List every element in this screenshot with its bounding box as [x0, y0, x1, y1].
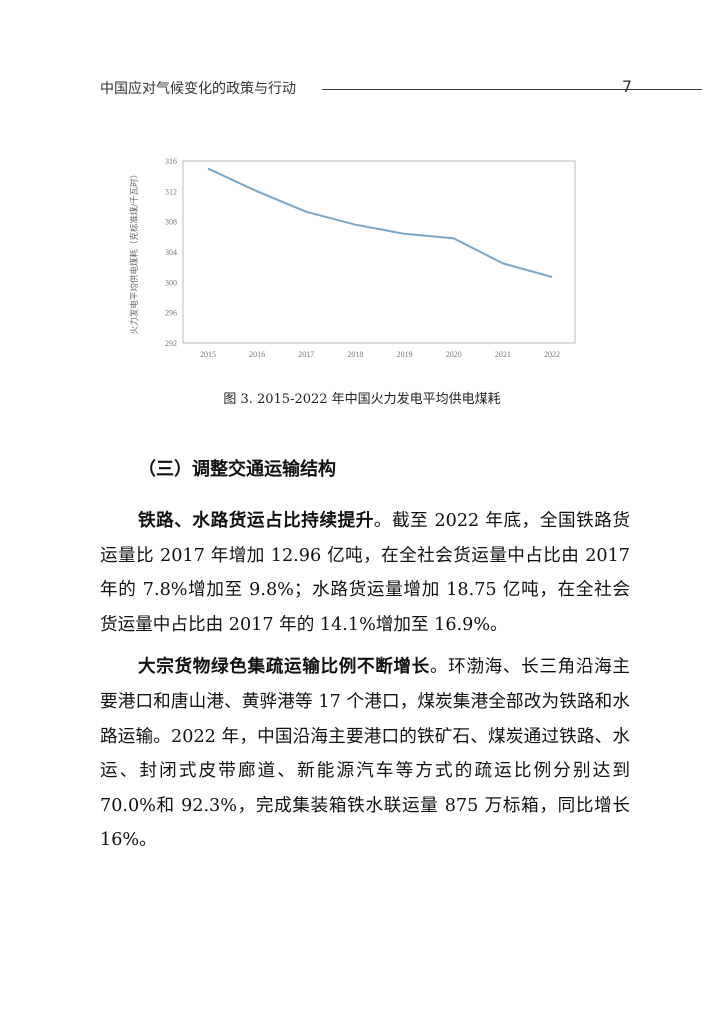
paragraph-text: 。环渤海、长三角沿海主要港口和唐山港、黄骅港等 17 个港口，煤炭集港全部改为铁…	[100, 657, 630, 851]
y-tick-label: 300	[165, 278, 177, 287]
figure-caption: 图 3. 2015-2022 年中国火力发电平均供电煤耗	[223, 392, 501, 407]
section-heading: （三）调整交通运输结构	[138, 459, 336, 480]
x-tick-label: 2019	[397, 350, 413, 359]
x-tick-label: 2022	[544, 350, 560, 359]
coal-consumption-chart: 292 296 300 304 308 312 316 2015 2016 2017 2018 201…	[129, 157, 576, 359]
y-tick-label: 312	[165, 187, 177, 196]
y-tick-label: 316	[165, 157, 177, 166]
x-tick-label: 2016	[249, 350, 265, 359]
plot-frame	[182, 160, 576, 344]
running-title: 中国应对气候变化的政策与行动	[100, 81, 296, 97]
x-tick-label: 2017	[298, 350, 314, 359]
x-tick-label: 2015	[200, 350, 216, 359]
paragraph-lead: 铁路、水路货运占比持续提升	[138, 511, 374, 531]
paragraph-1: 铁路、水路货运占比持续提升。截至 2022 年底，全国铁路货运量比 2017 年…	[100, 504, 630, 642]
paragraph-2: 大宗货物绿色集疏运输比例不断增长。环渤海、长三角沿海主要港口和唐山港、黄骅港等 …	[100, 650, 630, 858]
y-tick-label: 292	[165, 339, 177, 348]
series-line	[207, 167, 553, 278]
y-tick-label: 308	[165, 218, 177, 227]
y-tick-label: 304	[165, 248, 177, 257]
x-tick-label: 2021	[495, 350, 511, 359]
paragraph-text: 。截至 2022 年底，全国铁路货运量比 2017 年增加 12.96 亿吨，在…	[100, 511, 630, 635]
body-text: 铁路、水路货运占比持续提升。截至 2022 年底，全国铁路货运量比 2017 年…	[100, 504, 630, 866]
x-tick-label: 2020	[446, 350, 462, 359]
paragraph-lead: 大宗货物绿色集疏运输比例不断增长	[138, 657, 430, 678]
page-number: 7	[621, 77, 632, 96]
y-axis-label: 火力发电平均供电煤耗（克标准煤/千瓦时）	[129, 170, 140, 334]
page-header: 中国应对气候变化的政策与行动 7	[100, 77, 702, 100]
y-tick-label: 296	[165, 309, 177, 318]
header-rule	[322, 89, 702, 90]
x-tick-label: 2018	[347, 350, 363, 359]
